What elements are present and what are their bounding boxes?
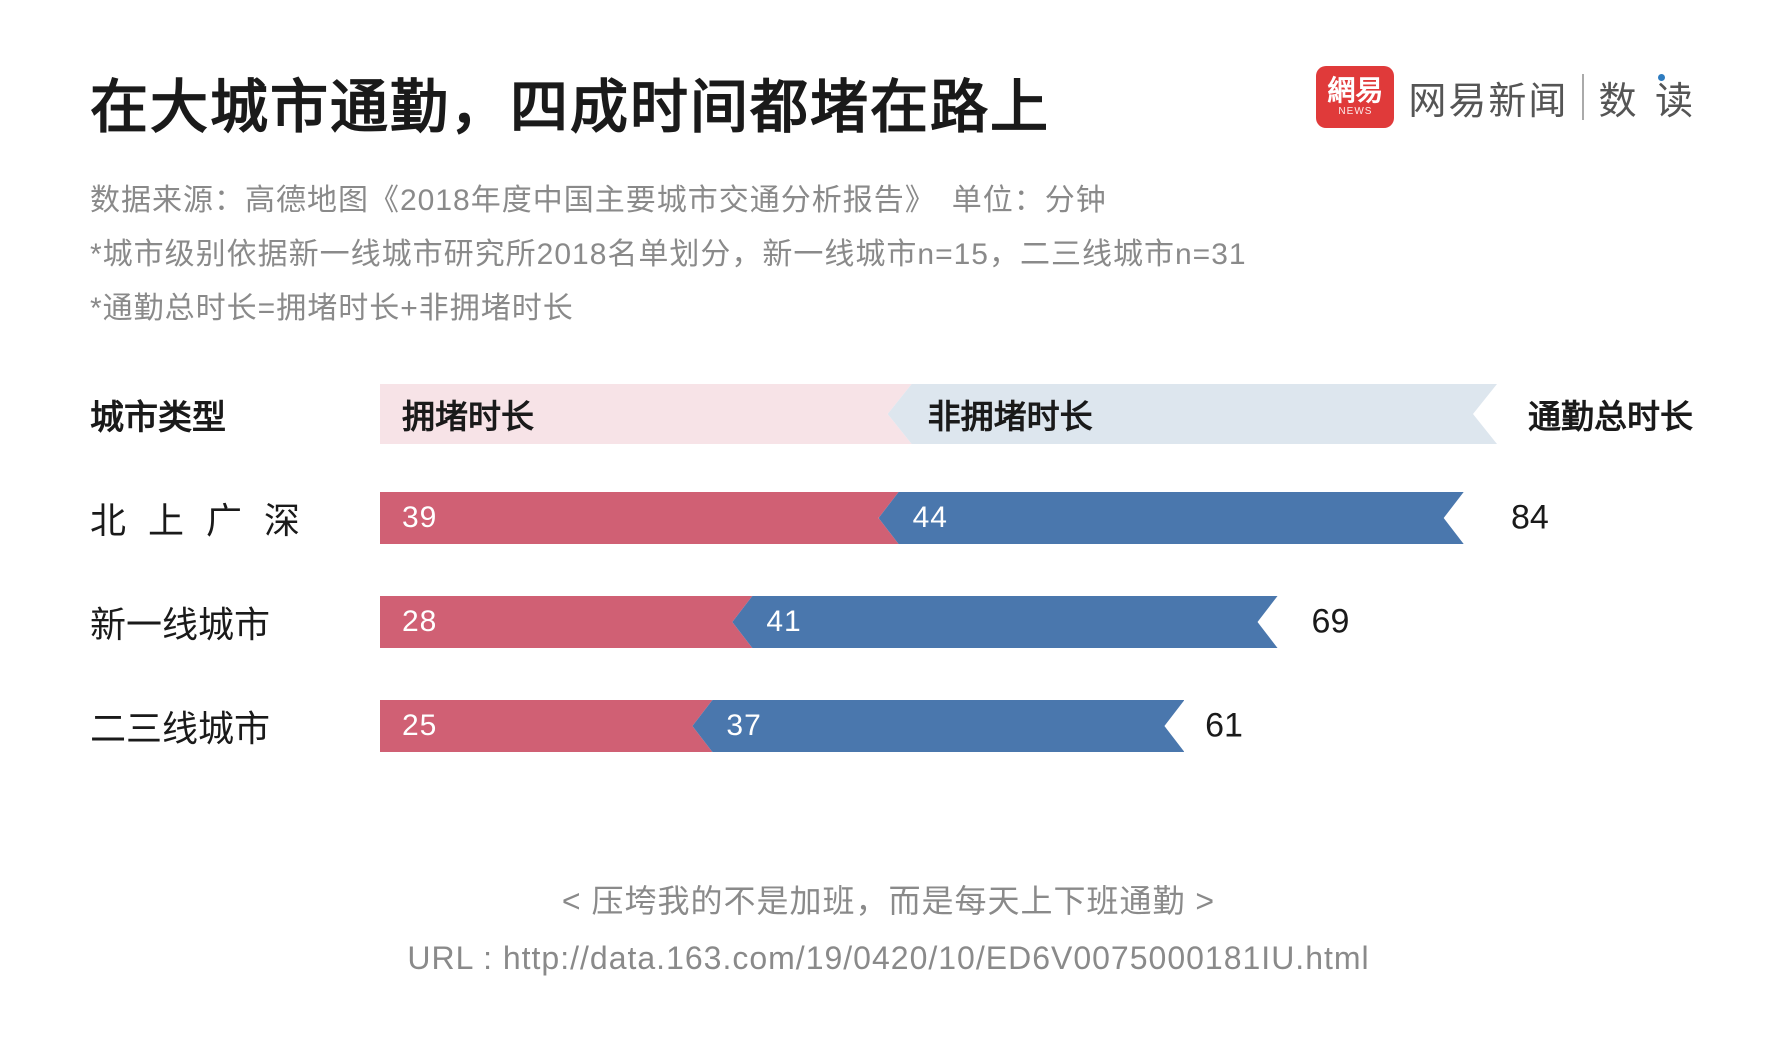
brand-badge-en: NEWS bbox=[1338, 107, 1372, 117]
brand-accent-dot bbox=[1658, 74, 1665, 81]
chart-row: 新一线城市2841 69 bbox=[90, 592, 1697, 652]
brand-badge-cn: 網易 bbox=[1327, 77, 1383, 105]
bar-stack: 253761 bbox=[380, 700, 1191, 752]
col-header-total: 通勤总时长 bbox=[1497, 384, 1697, 444]
legend-seg-noncongested: 非拥堵时长 bbox=[888, 384, 1497, 444]
footer-url: URL : http://data.163.com/19/0420/10/ED6… bbox=[0, 930, 1777, 988]
legend-seg-congested: 拥堵时长 bbox=[380, 384, 912, 444]
brand-text-shudu: 数 读 bbox=[1598, 70, 1697, 125]
meta-block: 数据来源：高德地图《2018年度中国主要城市交通分析报告》 单位：分钟 *城市级… bbox=[90, 174, 1697, 336]
page-title: 在大城市通勤，四成时间都堵在路上 bbox=[90, 60, 1050, 144]
chart-rows: 北上广深394484新一线城市284169二三线城市253761 bbox=[90, 488, 1697, 756]
row-label: 新一线城市 bbox=[90, 596, 380, 648]
row-label: 二三线城市 bbox=[90, 700, 380, 752]
legend-label-congested: 拥堵时长 bbox=[402, 390, 534, 438]
bar-stack: 284169 bbox=[380, 596, 1298, 648]
bar-stack: 394484 bbox=[380, 492, 1497, 544]
meta-line-source: 数据来源：高德地图《2018年度中国主要城市交通分析报告》 单位：分钟 bbox=[90, 174, 1697, 228]
bar-seg-noncongested: 37 bbox=[692, 700, 1184, 752]
chart-row: 北上广深394484 bbox=[90, 488, 1697, 548]
legend-bars: 拥堵时长 非拥堵时长 bbox=[380, 384, 1497, 444]
row-label: 北上广深 bbox=[90, 492, 380, 544]
bar-seg-congested: 28 bbox=[380, 596, 752, 648]
brand-block: 網易 NEWS 网易新闻 数 读 bbox=[1316, 60, 1697, 128]
bar-seg-congested: 25 bbox=[380, 700, 712, 752]
bar-seg-noncongested: 41 bbox=[732, 596, 1277, 648]
bar-seg-noncongested: 44 bbox=[879, 492, 1464, 544]
brand-divider bbox=[1582, 74, 1584, 120]
commute-chart: 城市类型 拥堵时长 非拥堵时长 通勤总时长 北上广深394484新一线城市284… bbox=[90, 384, 1697, 756]
brand-text-news: 网易新闻 bbox=[1408, 70, 1568, 125]
meta-line-note2: *通勤总时长=拥堵时长+非拥堵时长 bbox=[90, 282, 1697, 336]
col-header-category: 城市类型 bbox=[90, 384, 380, 444]
bar-track: 394484 bbox=[380, 492, 1497, 544]
brand-text-shudu-label: 数 读 bbox=[1598, 81, 1697, 123]
row-total-value: 84 bbox=[1511, 499, 1549, 538]
header-row: 在大城市通勤，四成时间都堵在路上 網易 NEWS 网易新闻 数 读 bbox=[90, 60, 1697, 144]
bar-track: 2537 61 bbox=[380, 700, 1497, 752]
chart-row: 二三线城市2537 61 bbox=[90, 696, 1697, 756]
footer-tagline: < 压垮我的不是加班，而是每天上下班通勤 > bbox=[0, 873, 1777, 931]
legend-label-noncongested: 非拥堵时长 bbox=[928, 390, 1093, 438]
chart-header-row: 城市类型 拥堵时长 非拥堵时长 通勤总时长 bbox=[90, 384, 1697, 444]
row-total-value: 61 bbox=[1205, 707, 1243, 746]
bar-track: 2841 69 bbox=[380, 596, 1497, 648]
bar-seg-congested: 39 bbox=[380, 492, 899, 544]
row-total-value: 69 bbox=[1312, 603, 1350, 642]
footer-block: < 压垮我的不是加班，而是每天上下班通勤 > URL : http://data… bbox=[0, 873, 1777, 988]
netease-logo-badge: 網易 NEWS bbox=[1316, 66, 1394, 128]
infographic-page: 在大城市通勤，四成时间都堵在路上 網易 NEWS 网易新闻 数 读 数据来源：高… bbox=[0, 0, 1777, 1058]
meta-line-note1: *城市级别依据新一线城市研究所2018名单划分，新一线城市n=15，二三线城市n… bbox=[90, 228, 1697, 282]
